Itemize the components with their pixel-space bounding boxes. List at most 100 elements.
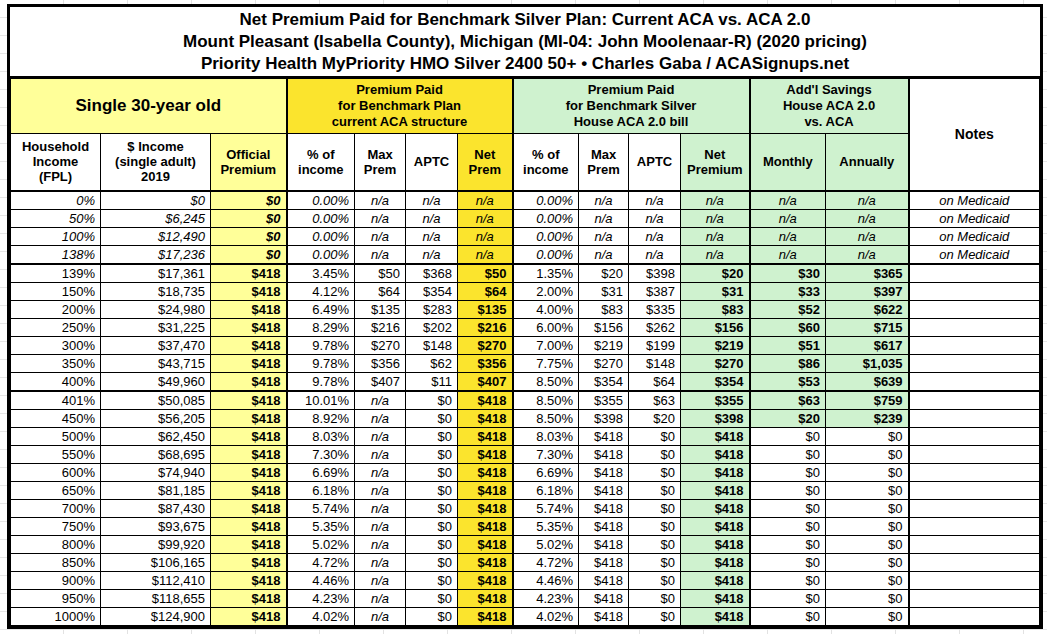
cell-official_premium: $418	[211, 336, 287, 354]
cell-aca_aptc: $354	[406, 282, 458, 300]
cell-savings_monthly: $0	[750, 481, 826, 499]
cell-aca2_max_prem: n/a	[579, 209, 629, 227]
cell-aca2_max_prem: $20	[579, 264, 629, 283]
cell-official_premium: $418	[211, 300, 287, 318]
cell-aca2_aptc: $0	[629, 463, 681, 481]
cell-aca_aptc: $11	[406, 372, 458, 391]
cell-notes	[909, 553, 1040, 571]
cell-aca_pct_income: 4.02%	[287, 607, 355, 625]
cell-savings_monthly: n/a	[750, 245, 826, 264]
cell-aca_pct_income: 5.02%	[287, 535, 355, 553]
cell-aca_max_prem: n/a	[355, 499, 406, 517]
cell-fpl: 138%	[11, 245, 101, 264]
cell-savings_monthly: $53	[750, 372, 826, 391]
column-header-savings-monthly: Monthly	[750, 134, 826, 191]
cell-fpl: 300%	[11, 336, 101, 354]
table-subtitle: Mount Pleasant (Isabella County), Michig…	[10, 31, 1040, 53]
cell-savings_monthly: $51	[750, 336, 826, 354]
cell-aca_pct_income: 5.74%	[287, 499, 355, 517]
cell-savings_annually: $617	[826, 336, 909, 354]
cell-aca_pct_income: 8.03%	[287, 427, 355, 445]
cell-aca2_pct_income: 7.30%	[513, 445, 579, 463]
cell-notes	[909, 336, 1040, 354]
cell-aca_max_prem: n/a	[355, 245, 406, 264]
column-header-aca2-max-prem: Max Prem	[579, 134, 629, 191]
cell-notes	[909, 354, 1040, 372]
cell-aca2_aptc: $398	[629, 264, 681, 283]
cell-income: $17,361	[101, 264, 211, 283]
cell-official_premium: $418	[211, 481, 287, 499]
cell-notes	[909, 517, 1040, 535]
cell-aca_pct_income: 10.01%	[287, 391, 355, 410]
cell-aca2_max_prem: $418	[579, 607, 629, 625]
cell-notes: on Medicaid	[909, 245, 1040, 264]
cell-aca2_aptc: $0	[629, 607, 681, 625]
cell-aca2_net_premium: $418	[681, 463, 750, 481]
cell-aca_net_prem: $270	[458, 336, 513, 354]
cell-notes	[909, 445, 1040, 463]
table-source-line: Priority Health MyPriority HMO Silver 24…	[10, 53, 1040, 75]
cell-aca_max_prem: n/a	[355, 553, 406, 571]
table-row: 350%$43,715$4189.78%$356$62$3567.75%$270…	[11, 354, 1040, 372]
cell-savings_annually: $0	[826, 535, 909, 553]
cell-aca2_net_premium: $219	[681, 336, 750, 354]
cell-aca_pct_income: 9.78%	[287, 336, 355, 354]
cell-aca2_max_prem: $355	[579, 391, 629, 410]
table-row: 1000%$124,900$4184.02%n/a$0$4184.02%$418…	[11, 607, 1040, 625]
cell-aca2_aptc: $0	[629, 571, 681, 589]
cell-aca_pct_income: 0.00%	[287, 209, 355, 227]
cell-aca2_aptc: $199	[629, 336, 681, 354]
cell-aca_net_prem: $418	[458, 499, 513, 517]
cell-aca_net_prem: $135	[458, 300, 513, 318]
cell-savings_monthly: $0	[750, 445, 826, 463]
cell-official_premium: $418	[211, 372, 287, 391]
cell-aca2_aptc: $0	[629, 427, 681, 445]
group-header-single: Single 30-year old	[11, 79, 287, 134]
cell-aca_pct_income: 0.00%	[287, 227, 355, 245]
cell-savings_monthly: $0	[750, 589, 826, 607]
cell-aca_pct_income: 4.12%	[287, 282, 355, 300]
cell-aca_pct_income: 6.18%	[287, 481, 355, 499]
cell-aca2_aptc: $262	[629, 318, 681, 336]
cell-aca_aptc: n/a	[406, 227, 458, 245]
cell-aca2_max_prem: $418	[579, 427, 629, 445]
cell-aca_aptc: $62	[406, 354, 458, 372]
cell-aca_net_prem: $356	[458, 354, 513, 372]
cell-aca2_aptc: $20	[629, 409, 681, 427]
cell-notes	[909, 481, 1040, 499]
group-header-row: Single 30-year old Premium Paid for Benc…	[11, 79, 1040, 134]
cell-official_premium: $418	[211, 517, 287, 535]
cell-aca2_pct_income: 8.50%	[513, 409, 579, 427]
cell-aca2_max_prem: n/a	[579, 191, 629, 210]
cell-aca_pct_income: 6.49%	[287, 300, 355, 318]
cell-savings_monthly: $0	[750, 499, 826, 517]
cell-savings_annually: $0	[826, 607, 909, 625]
table-row: 400%$49,960$4189.78%$407$11$4078.50%$354…	[11, 372, 1040, 391]
cell-aca_aptc: $0	[406, 481, 458, 499]
cell-aca2_net_premium: n/a	[681, 209, 750, 227]
cell-savings_monthly: $0	[750, 607, 826, 625]
cell-aca2_pct_income: 0.00%	[513, 209, 579, 227]
cell-notes	[909, 318, 1040, 336]
cell-aca2_aptc: $0	[629, 481, 681, 499]
table-row: 200%$24,980$4186.49%$135$283$1354.00%$83…	[11, 300, 1040, 318]
cell-savings_annually: $715	[826, 318, 909, 336]
cell-aca2_pct_income: 8.03%	[513, 427, 579, 445]
cell-aca2_pct_income: 2.00%	[513, 282, 579, 300]
cell-aca2_net_premium: $418	[681, 571, 750, 589]
cell-fpl: 850%	[11, 553, 101, 571]
cell-notes	[909, 372, 1040, 391]
cell-income: $12,490	[101, 227, 211, 245]
cell-aca2_net_premium: $20	[681, 264, 750, 283]
cell-aca_aptc: $0	[406, 517, 458, 535]
cell-aca2_pct_income: 5.35%	[513, 517, 579, 535]
cell-aca2_max_prem: $418	[579, 517, 629, 535]
table-row: 700%$87,430$4185.74%n/a$0$4185.74%$418$0…	[11, 499, 1040, 517]
table-row: 550%$68,695$4187.30%n/a$0$4187.30%$418$0…	[11, 445, 1040, 463]
cell-savings_annually: $0	[826, 499, 909, 517]
cell-savings_monthly: $52	[750, 300, 826, 318]
cell-aca_net_prem: $418	[458, 427, 513, 445]
cell-savings_annually: n/a	[826, 245, 909, 264]
cell-aca_max_prem: n/a	[355, 571, 406, 589]
cell-income: $118,655	[101, 589, 211, 607]
